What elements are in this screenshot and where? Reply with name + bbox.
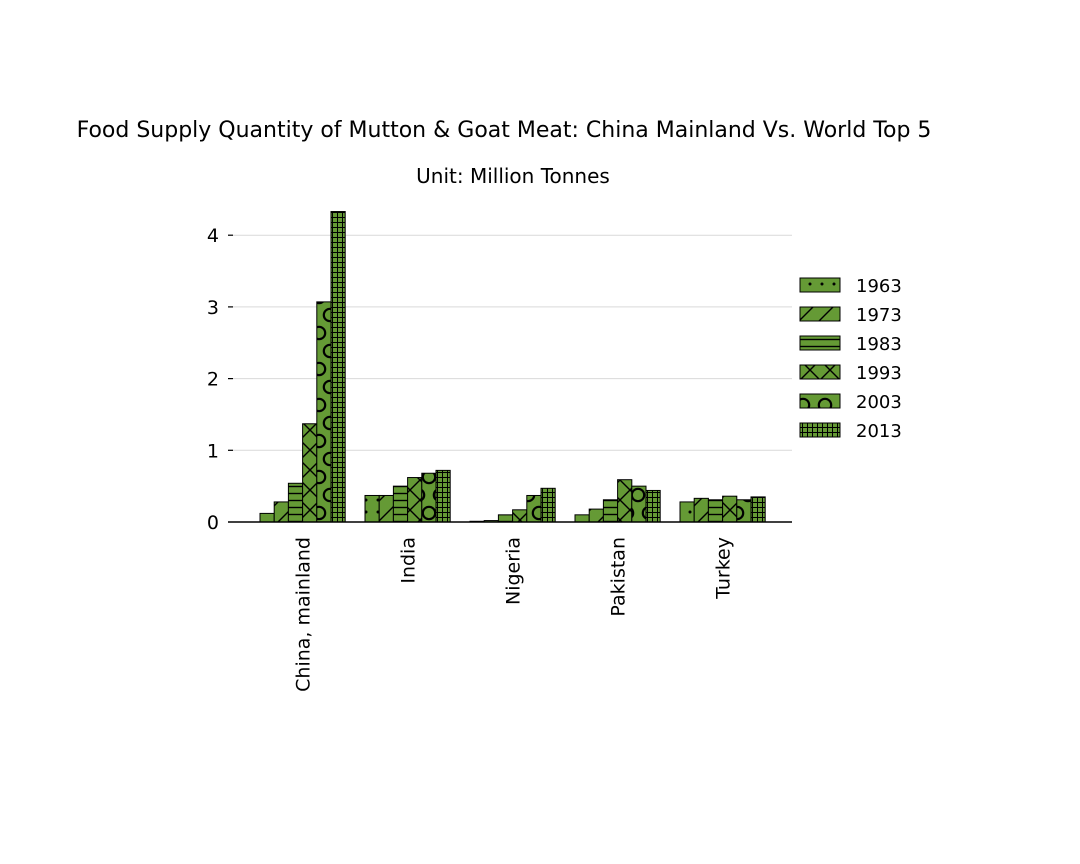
legend-swatch — [799, 364, 841, 380]
legend-swatch — [799, 422, 841, 438]
bar-1983 — [497, 514, 514, 523]
y-tick-label: 3 — [207, 297, 219, 319]
bar-1983 — [602, 499, 619, 523]
bar-2013 — [645, 489, 661, 523]
bars — [259, 211, 766, 523]
legend-label: 1973 — [856, 305, 902, 326]
legend-label: 1983 — [856, 334, 902, 355]
legend-label: 1963 — [856, 276, 902, 297]
bar-2003 — [421, 472, 437, 523]
legend-item: 1983 — [799, 334, 902, 355]
bar-1963 — [679, 501, 695, 523]
legend-label: 1993 — [856, 363, 902, 384]
bar-1983 — [287, 482, 304, 523]
axes: 0 1 2 3 4 China, mainland India Nigeria Pakistan… — [207, 225, 792, 692]
bar-1973 — [693, 497, 709, 523]
bar-1963 — [574, 514, 590, 523]
legend-swatch — [799, 277, 841, 293]
bar-1973 — [588, 508, 604, 523]
legend-item: 1973 — [799, 305, 902, 326]
bar-2003 — [526, 494, 542, 523]
legend-label: 2013 — [856, 421, 902, 442]
bar-2013 — [540, 487, 556, 523]
bar-1973 — [273, 501, 289, 523]
grid-lines — [228, 234, 792, 451]
bar-1983 — [392, 485, 409, 523]
x-tick-label: Turkey — [713, 537, 735, 600]
x-tick-label: China, mainland — [293, 537, 315, 692]
legend-item: 2003 — [799, 392, 902, 413]
legend-item: 1993 — [799, 363, 902, 384]
bar-2003 — [316, 301, 332, 523]
y-tick-label: 0 — [207, 512, 219, 534]
x-tick-label: India — [398, 537, 420, 584]
bar-2003 — [631, 485, 647, 523]
bar-2003 — [736, 499, 752, 523]
bar-1993 — [722, 495, 738, 523]
y-tick-label: 2 — [207, 369, 219, 391]
bar-1993 — [512, 509, 528, 523]
legend-label: 2003 — [856, 392, 902, 413]
y-tick-label: 4 — [207, 225, 219, 247]
bar-1993 — [407, 477, 423, 523]
bar-1973 — [378, 494, 394, 523]
x-tick-label: Nigeria — [503, 537, 525, 605]
chart-subtitle: Unit: Million Tonnes — [416, 164, 610, 188]
legend-swatch — [799, 335, 841, 351]
x-tick-label: Pakistan — [608, 537, 630, 617]
bar-1993 — [302, 423, 318, 523]
bar-1963 — [364, 494, 380, 523]
bar-2013 — [750, 496, 766, 523]
legend-item: 1963 — [799, 276, 902, 297]
bar-1993 — [617, 479, 633, 523]
legend: 1963 1973 1983 1993 2003 2013 — [799, 276, 902, 442]
legend-swatch — [799, 306, 841, 322]
bar-1983 — [707, 499, 724, 523]
chart-title: Food Supply Quantity of Mutton & Goat Me… — [76, 118, 932, 143]
legend-item: 2013 — [799, 421, 902, 442]
y-tick-label: 1 — [207, 440, 219, 462]
bar-2013 — [330, 211, 346, 523]
bar-1963 — [259, 512, 275, 523]
bar-2013 — [435, 469, 451, 523]
legend-swatch — [799, 393, 841, 409]
